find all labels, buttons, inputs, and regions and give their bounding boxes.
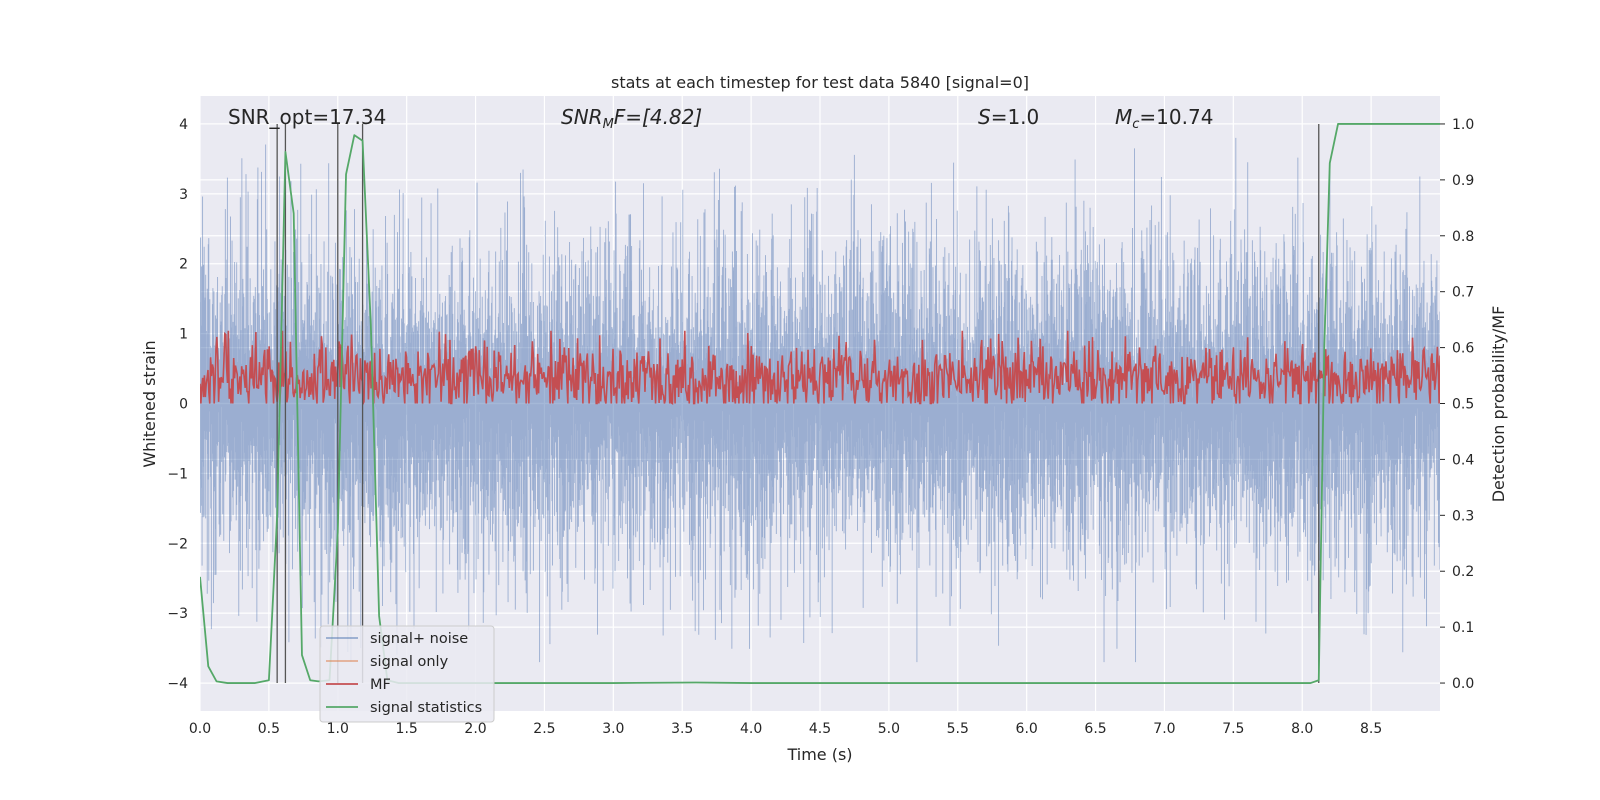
y-tick-label: 3 xyxy=(179,187,188,203)
annotation-s: S=1.0 xyxy=(978,105,1039,129)
y-right-tick-label: 0.7 xyxy=(1452,285,1474,301)
x-tick-label: 7.0 xyxy=(1153,721,1175,737)
x-tick-label: 3.5 xyxy=(671,721,693,737)
x-tick-label: 6.5 xyxy=(1084,721,1106,737)
x-tick-label: 6.0 xyxy=(1016,721,1038,737)
annotation-snr-mf: SNRMF=[4.82] xyxy=(561,105,702,132)
legend-box xyxy=(319,625,495,723)
x-tick-label: 3.0 xyxy=(602,721,624,737)
annotation-s-var: S xyxy=(978,105,991,129)
y-right-tick-label: 0.5 xyxy=(1452,397,1474,413)
vertical-markers xyxy=(276,123,1320,684)
y-right-tick-label: 1.0 xyxy=(1452,117,1474,133)
y-right-tick-label: 0.9 xyxy=(1452,173,1474,189)
y-right-tick-label: 0.8 xyxy=(1452,229,1474,245)
annotation-snr-opt: SNR_opt=17.34 xyxy=(228,105,386,129)
annotation-s-val: =1.0 xyxy=(991,105,1040,129)
y-right-axis-label: Detection probability/MF xyxy=(1489,306,1508,503)
y-tick-label: 0 xyxy=(179,397,188,413)
mf-line xyxy=(200,330,1440,407)
y-right-axis-ticks: 1.0 0.9 0.8 0.7 0.6 0.5 0.4 0.3 0.2 0.1 0.0 xyxy=(1440,117,1474,692)
y-tick-label: 4 xyxy=(179,117,188,133)
x-tick-label: 2.5 xyxy=(533,721,555,737)
x-tick-label: 0.5 xyxy=(258,721,280,737)
x-tick-label: 4.5 xyxy=(809,721,831,737)
y-right-tick-label: 0.6 xyxy=(1452,341,1474,357)
x-axis-ticks: 0.0 0.5 1.0 1.5 2.0 2.5 3.0 3.5 4.0 4.5 5.0 5.5 6.0 6… xyxy=(189,721,1382,737)
y-tick-label: −1 xyxy=(167,466,188,482)
y-tick-label: 2 xyxy=(179,257,188,273)
legend-label-signal-only: signal only xyxy=(370,654,449,670)
x-tick-label: 1.0 xyxy=(327,721,349,737)
x-tick-label: 0.0 xyxy=(189,721,211,737)
legend-label-signal-statistics: signal statistics xyxy=(370,700,482,716)
annotation-snr-mf-sub: M xyxy=(603,117,614,132)
y-tick-label: 1 xyxy=(179,327,188,343)
x-tick-label: 1.5 xyxy=(396,721,418,737)
x-tick-label: 4.0 xyxy=(740,721,762,737)
x-tick-label: 8.5 xyxy=(1360,721,1382,737)
y-tick-label: −2 xyxy=(167,536,188,552)
x-tick-label: 2.0 xyxy=(464,721,486,737)
y-right-tick-label: 0.2 xyxy=(1452,564,1474,580)
series-mf xyxy=(200,330,1440,407)
annotation-mc: Mc=10.74 xyxy=(1115,105,1213,132)
y-axis-label: Whitened strain xyxy=(140,340,159,467)
y-tick-label: −3 xyxy=(167,606,188,622)
x-tick-label: 5.0 xyxy=(878,721,900,737)
y-axis-ticks: 4 3 2 1 0 −1 −2 −3 −4 xyxy=(167,117,188,692)
annotation-mc-sub: c xyxy=(1132,117,1139,132)
legend-label-mf: MF xyxy=(370,677,391,693)
y-right-tick-label: 0.1 xyxy=(1452,620,1474,636)
x-tick-label: 7.5 xyxy=(1222,721,1244,737)
annotation-snr-mf-rest: F=[4.82] xyxy=(614,105,702,129)
annotation-mc-var: M xyxy=(1115,105,1132,129)
legend: signal+ noise signal only MF signal stat… xyxy=(319,625,495,723)
y-right-tick-label: 0.0 xyxy=(1452,676,1474,692)
y-tick-label: −4 xyxy=(167,676,188,692)
annotation-snr-mf-base: SNR xyxy=(561,105,603,129)
x-tick-label: 8.0 xyxy=(1291,721,1313,737)
y-right-tick-label: 0.4 xyxy=(1452,452,1474,468)
chart-title: stats at each timestep for test data 584… xyxy=(611,73,1029,92)
x-axis-label: Time (s) xyxy=(786,745,852,764)
annotation-mc-val: =10.74 xyxy=(1139,105,1213,129)
y-right-tick-label: 0.3 xyxy=(1452,508,1474,524)
legend-label-signal-noise: signal+ noise xyxy=(370,631,468,647)
x-tick-label: 5.5 xyxy=(947,721,969,737)
